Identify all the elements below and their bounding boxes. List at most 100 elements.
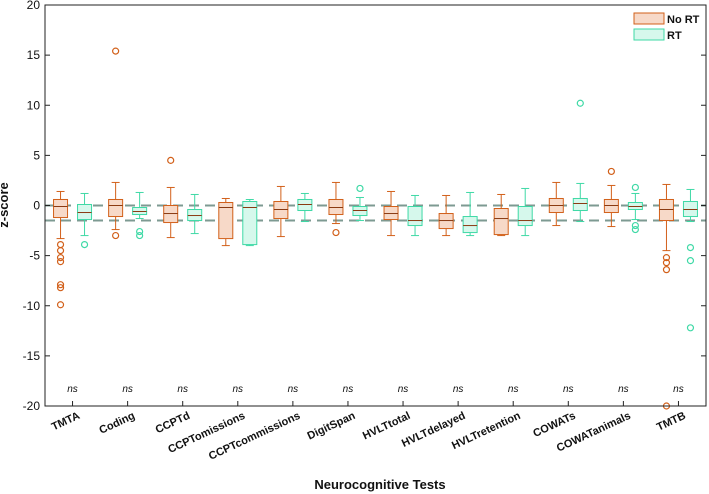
- box-cowats: [548, 181, 564, 227]
- outlier-point: [631, 225, 639, 234]
- iqr-box: [438, 213, 454, 230]
- box-ccptd: [187, 193, 203, 235]
- iqr-box: [187, 209, 203, 222]
- y-tick-label: 10: [27, 98, 41, 112]
- iqr-box: [658, 198, 674, 222]
- box-hvltdelayed: [438, 194, 454, 237]
- y-tick-label: -10: [23, 299, 41, 313]
- legend-label-1: RT: [667, 30, 682, 42]
- box-digitspan: [352, 184, 368, 222]
- y-tick-label: 20: [27, 0, 41, 12]
- series-rt: [77, 99, 698, 332]
- significance-label: ns: [508, 384, 519, 395]
- box-tmta: [77, 192, 93, 249]
- significance-label: ns: [453, 384, 464, 395]
- outlier-point: [56, 254, 65, 262]
- box-hvltretention: [517, 187, 533, 237]
- outlier-point: [56, 240, 65, 249]
- outlier-point: [80, 240, 89, 249]
- iqr-box: [132, 207, 148, 216]
- significance-label: ns: [343, 384, 354, 395]
- significance-label: ns: [177, 384, 188, 395]
- iqr-box: [383, 206, 399, 221]
- box-ccptomissions: [218, 197, 234, 247]
- iqr-box: [627, 201, 643, 211]
- iqr-box: [108, 198, 124, 218]
- x-tick-label-digitspan: DigitSpan: [306, 410, 358, 443]
- iqr-box: [163, 205, 179, 224]
- iqr-box: [682, 200, 698, 218]
- y-tick-label: -15: [23, 349, 41, 363]
- x-tick-label-coding: Coding: [97, 410, 136, 437]
- x-tick-label-ccptd: CCPTd: [154, 410, 192, 436]
- iqr-box: [572, 197, 588, 212]
- y-tick-label: 0: [33, 199, 40, 213]
- y-tick-label: 15: [27, 48, 41, 62]
- y-tick-label: -20: [23, 399, 41, 413]
- outlier-point: [631, 221, 639, 230]
- outlier-point: [576, 99, 584, 107]
- significance-label: ns: [618, 384, 629, 395]
- iqr-box: [352, 206, 368, 217]
- significance-label: ns: [288, 384, 299, 395]
- outlier-point: [356, 184, 364, 193]
- outlier-point: [136, 231, 144, 240]
- outlier-point: [631, 183, 639, 192]
- iqr-box: [297, 198, 313, 212]
- significance-labels: ns ns ns ns ns ns ns ns ns ns ns ns: [67, 384, 683, 395]
- box-hvlttotal: [407, 194, 423, 237]
- outlier-point: [56, 258, 65, 266]
- outlier-point: [56, 281, 65, 289]
- box-ccptomissions: [242, 198, 258, 247]
- legend: No RT RT: [633, 12, 700, 42]
- outlier-point: [56, 247, 65, 255]
- legend-label-0: No RT: [667, 14, 700, 26]
- outlier-point: [662, 259, 671, 267]
- iqr-box: [328, 198, 344, 216]
- box-coding: [132, 191, 148, 240]
- outlier-point: [607, 167, 615, 176]
- outlier-point: [56, 301, 65, 309]
- box-ccptcommissions: [273, 185, 289, 238]
- x-tick-label-tmta: TMTA: [50, 410, 82, 433]
- y-axis: -20 -15 -10 -5 0 5 10 15 20: [23, 0, 706, 413]
- box-ccptd: [163, 156, 179, 239]
- significance-label: ns: [67, 384, 78, 395]
- iqr-box: [603, 198, 619, 214]
- y-axis-label: z-score: [0, 182, 11, 228]
- box-digitspan: [328, 181, 344, 237]
- box-hvltretention: [493, 193, 509, 237]
- outlier-point: [112, 47, 120, 55]
- x-tick-label-ccptcommissions: CCPTcommissions: [207, 410, 302, 463]
- outlier-point: [167, 156, 175, 164]
- iqr-box: [462, 216, 478, 234]
- box-coding: [108, 47, 124, 240]
- box-ccptcommissions: [297, 192, 313, 223]
- box-hvltdelayed: [462, 191, 478, 237]
- iqr-box: [218, 201, 234, 240]
- box-hvlttotal: [383, 190, 399, 237]
- box-tmtb: [658, 183, 674, 410]
- significance-label: ns: [122, 384, 133, 395]
- box-cowats: [572, 99, 588, 223]
- significance-label: ns: [673, 384, 684, 395]
- boxes-layer: [53, 47, 698, 410]
- outlier-point: [662, 254, 671, 262]
- significance-label: ns: [563, 384, 574, 395]
- outlier-point: [56, 284, 65, 292]
- iqr-box: [493, 208, 509, 236]
- iqr-box: [53, 198, 69, 219]
- iqr-box: [242, 200, 258, 246]
- x-axis: TMTA Coding CCPTdCCPTomissionsCCPTcommissi…: [50, 401, 688, 463]
- series-no-rt: [53, 47, 674, 410]
- outlier-point: [332, 228, 340, 237]
- outlier-point: [686, 257, 695, 265]
- box-tmtb: [682, 188, 698, 332]
- iqr-box: [517, 206, 533, 227]
- outlier-point: [662, 266, 671, 274]
- outlier-point: [686, 324, 695, 332]
- outlier-point: [686, 244, 695, 252]
- y-tick-label: -5: [29, 249, 40, 263]
- box-cowatanimals: [603, 167, 619, 228]
